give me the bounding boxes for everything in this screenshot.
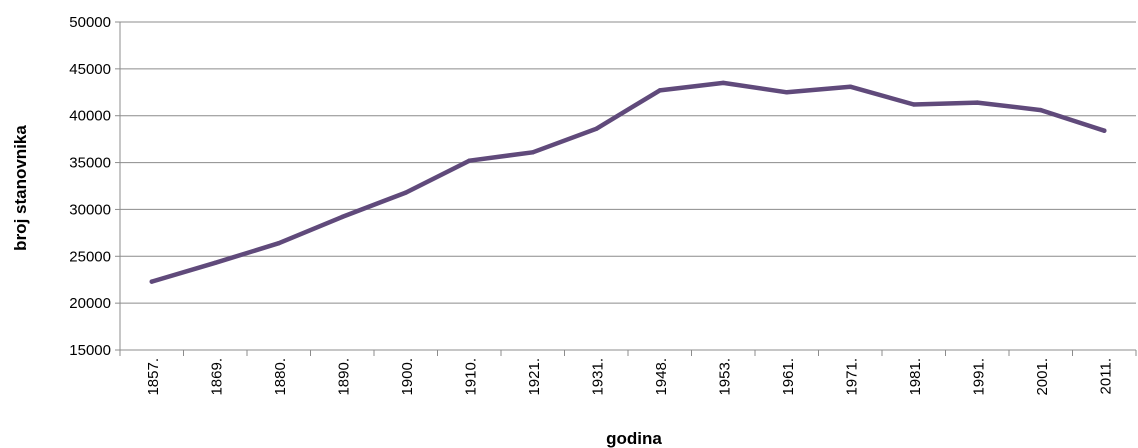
data-point — [594, 127, 598, 131]
gridlines — [120, 22, 1136, 303]
data-point — [277, 241, 281, 245]
x-tick-label: 2001. — [1034, 358, 1051, 396]
data-point — [213, 261, 217, 265]
y-tick-label: 30000 — [69, 201, 111, 218]
data-point — [467, 158, 471, 162]
y-tick-labels: 15000 20000 25000 30000 35000 40000 45000 50000 — [69, 14, 111, 359]
data-point — [150, 279, 154, 283]
data-point — [848, 84, 852, 88]
data-point — [340, 215, 344, 219]
data-point — [531, 150, 535, 154]
x-tick-label: 1931. — [589, 358, 606, 396]
data-point — [785, 90, 789, 94]
data-point — [975, 100, 979, 104]
x-tick-label: 1890. — [335, 358, 352, 396]
data-point — [721, 81, 725, 85]
x-tick-label: 2011. — [1097, 358, 1114, 394]
x-tick-label: 1921. — [526, 358, 543, 396]
x-tick-label: 1900. — [399, 358, 416, 396]
x-axis-label: godina — [606, 429, 662, 448]
x-tick-label: 1971. — [843, 358, 860, 396]
y-tick-label: 40000 — [69, 108, 111, 125]
x-tick-label: 1880. — [272, 358, 289, 396]
x-tick-label: 1869. — [208, 358, 225, 396]
y-tick-label: 50000 — [69, 14, 111, 31]
data-point — [658, 88, 662, 92]
x-tick-label: 1948. — [653, 358, 670, 396]
series-group — [150, 81, 1107, 284]
series-line — [152, 83, 1105, 282]
y-tick-label: 35000 — [69, 155, 111, 172]
x-tick-label: 1961. — [780, 358, 797, 396]
y-axis-label: broj stanovnika — [11, 125, 30, 251]
data-point — [1039, 108, 1043, 112]
y-tick-label: 20000 — [69, 295, 111, 312]
data-point — [404, 190, 408, 194]
y-tick-label: 25000 — [69, 248, 111, 265]
x-tick-label: 1953. — [716, 358, 733, 396]
x-tick-label: 1910. — [462, 358, 479, 396]
x-tick-label: 1857. — [145, 358, 162, 396]
y-tick-label: 45000 — [69, 61, 111, 78]
x-tick-labels: 1857. 1869. 1880. 1890. 1900. 1910. 1921. 1931.… — [145, 358, 1115, 396]
x-tick-label: 1991. — [970, 358, 987, 396]
y-tick-label: 15000 — [69, 342, 111, 359]
data-point — [1102, 129, 1106, 133]
x-tick-label: 1981. — [907, 358, 924, 396]
axes — [115, 22, 1136, 356]
data-point — [912, 102, 916, 106]
